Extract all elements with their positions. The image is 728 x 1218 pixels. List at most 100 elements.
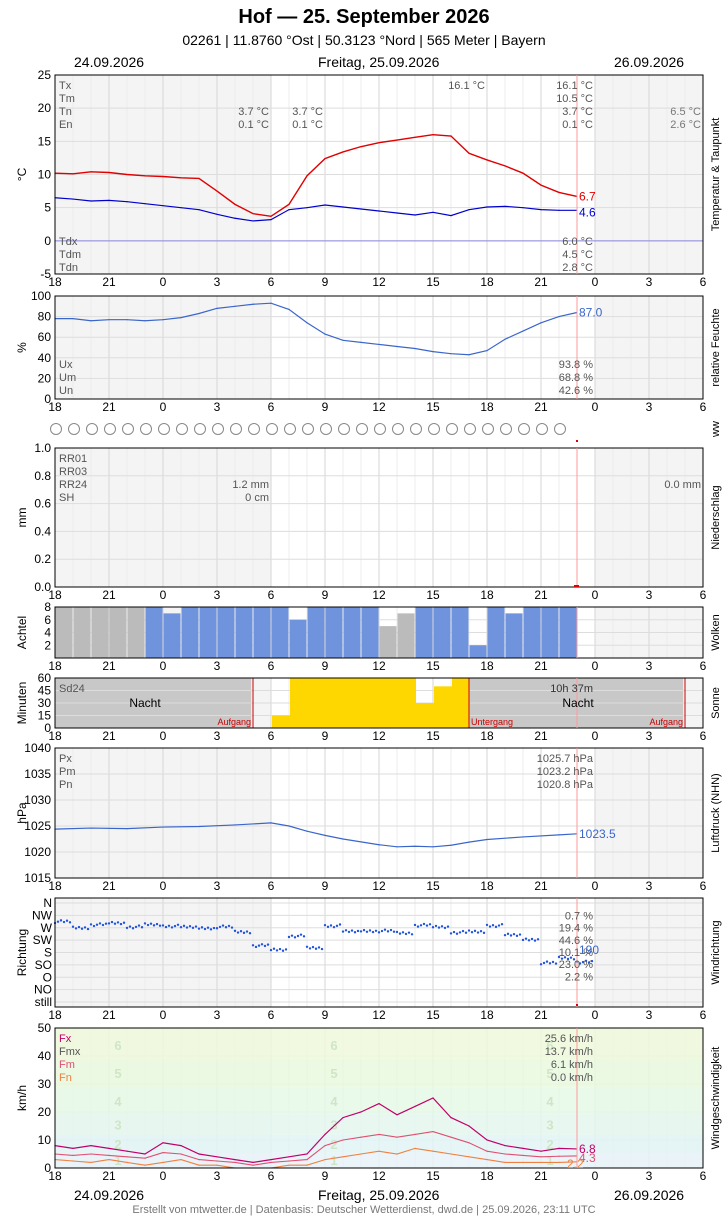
ww-symbol	[374, 423, 386, 435]
press-x-tick: 9	[322, 879, 329, 893]
wdir-x-tick: 9	[322, 1008, 329, 1022]
hum-series-point	[180, 317, 182, 319]
temp-y-tick: 25	[38, 68, 52, 82]
temp-series-temp-point	[90, 171, 92, 173]
press-stat-value: 1020.8 hPa	[537, 779, 594, 791]
wdir-point	[77, 925, 81, 929]
press-y-tick: 1025	[24, 819, 51, 833]
sun-bar	[416, 703, 434, 728]
wdir-point	[572, 958, 576, 961]
wspd-series-fm-point	[558, 1155, 560, 1157]
sun-x-tick: 3	[646, 729, 653, 743]
wdir-point	[371, 930, 375, 934]
wdir-y-tick: still	[35, 995, 52, 1009]
cloud-x-tick: 0	[592, 659, 599, 673]
temp-title: Temperatur & Taupunkt	[710, 118, 722, 232]
wdir-point	[536, 938, 540, 941]
cloud-bar	[487, 607, 505, 658]
wdir-point	[113, 922, 117, 925]
wdir-point	[263, 944, 267, 948]
sun-ylabel: Minuten	[15, 682, 29, 725]
wdir-point	[140, 926, 144, 929]
temp-y-tick: 10	[38, 168, 52, 182]
ww-symbol	[302, 423, 314, 435]
wdir-y-tick: N	[43, 896, 52, 910]
temp-series-dew-point	[486, 206, 488, 208]
wdir-point	[374, 929, 378, 932]
sun-duration: 10h 37m	[550, 683, 593, 695]
wspd-series-fx-point	[486, 1139, 488, 1141]
wspd-series-fn-point	[414, 1147, 416, 1149]
wdir-point	[515, 934, 519, 938]
press-series-point	[414, 845, 416, 847]
wspd-stat-label: Fn	[59, 1072, 72, 1084]
hum-series-point	[252, 303, 254, 305]
wdir-point	[254, 945, 258, 949]
wspd-series-fm-point	[288, 1160, 290, 1162]
wdir-point	[134, 925, 138, 929]
rain-stat-label: RR01	[59, 453, 87, 465]
wspd-stat-label: Fmx	[59, 1046, 81, 1058]
temp-series-temp-point	[108, 171, 110, 174]
press-series-point	[162, 826, 164, 828]
wspd-series-fx-point	[360, 1111, 362, 1113]
wspd-stat-label: Fx	[59, 1033, 72, 1045]
wspd-series-fn-point	[342, 1156, 344, 1158]
ww-symbol	[230, 423, 242, 435]
temp-stat-label: Tx	[59, 80, 72, 92]
wspd-series-fx-point	[378, 1103, 380, 1105]
wdir-point	[149, 922, 153, 925]
sun-y-tick: 30	[38, 696, 52, 710]
wspd-series-fm-point	[468, 1142, 470, 1144]
temp-stat-label: En	[59, 119, 72, 131]
temp-x-tick: 21	[102, 275, 116, 289]
wdir-stat-value: 19.4 %	[559, 923, 593, 935]
hum-x-tick: 0	[160, 400, 167, 414]
wdir-point	[434, 924, 438, 928]
wspd-series-fn-point	[288, 1164, 290, 1166]
cloud-bar	[199, 607, 217, 658]
wdir-x-tick: 3	[214, 1008, 221, 1022]
temp-series-dew-point	[324, 204, 326, 206]
sun-sd-label: Sd24	[59, 683, 85, 695]
wspd-series-fm-point	[234, 1161, 236, 1163]
wspd-series-fx-point	[252, 1161, 254, 1163]
wspd-series-fn-point	[558, 1161, 560, 1163]
press-series-point	[432, 846, 434, 848]
temp-series-temp-point	[72, 173, 74, 175]
wdir-point	[152, 924, 156, 927]
wspd-stat-value: 6.1 km/h	[551, 1059, 593, 1071]
wdir-point	[197, 927, 201, 930]
hum-series-point	[270, 302, 272, 304]
wspd-series-fx-point	[270, 1159, 272, 1161]
wdir-point	[587, 961, 591, 964]
wdir-point	[488, 925, 492, 928]
temp-x-tick: 12	[372, 275, 386, 289]
rain-x-tick: 12	[372, 588, 386, 602]
wdir-point	[449, 932, 453, 935]
wdir-point	[494, 925, 498, 929]
cloud-x-tick: 6	[268, 659, 275, 673]
wspd-beaufort-label: 3	[546, 1118, 553, 1133]
wdir-point	[206, 926, 210, 929]
wdir-point	[185, 926, 189, 929]
cloud-x-tick: 18	[48, 659, 62, 673]
hum-ylabel: %	[15, 342, 29, 353]
wdir-stat-value: 0.7 %	[565, 910, 593, 922]
temp-dew-stat-label: Tdx	[59, 236, 78, 248]
wdir-point	[59, 919, 63, 922]
temp-x-tick: 21	[534, 275, 548, 289]
sun-bar	[308, 678, 326, 728]
wdir-point	[272, 947, 276, 950]
hum-stat-value: 93.8 %	[559, 359, 593, 371]
wdir-point	[482, 931, 486, 935]
press-series-point	[126, 828, 128, 830]
wspd-series-fx	[54, 1097, 578, 1164]
wdir-point	[419, 924, 423, 927]
cloud-bar	[307, 607, 325, 658]
wdir-point	[569, 956, 573, 959]
hum-y-tick: 20	[38, 371, 52, 385]
wdir-x-tick: 18	[48, 1008, 62, 1022]
sun-x-tick: 21	[102, 729, 116, 743]
